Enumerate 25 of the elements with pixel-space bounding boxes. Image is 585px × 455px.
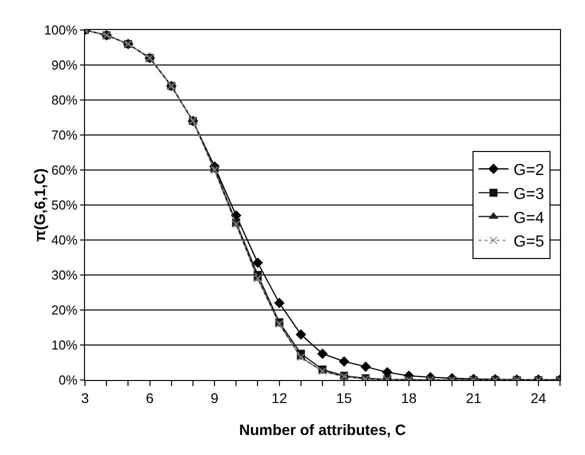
y-tick-label: 50% — [51, 198, 78, 213]
x-tick-label: 9 — [210, 390, 219, 406]
y-tick-label: 20% — [51, 302, 78, 318]
y-axis-title: π(G,6,1,C) — [32, 168, 49, 242]
x-axis-title: Number of attributes, C — [239, 422, 406, 439]
y-tick-label: 0% — [58, 372, 78, 388]
x-tick-label: 21 — [466, 390, 482, 406]
y-tick-label: 60% — [51, 162, 78, 178]
legend-label: G=5 — [514, 234, 544, 251]
y-tick-label: 90% — [51, 58, 78, 73]
legend-label: G=4 — [514, 210, 544, 227]
y-tick-label: 10% — [51, 338, 78, 353]
x-tick-label: 12 — [272, 390, 288, 406]
y-tick-label: 80% — [51, 92, 78, 108]
x-tick-label: 6 — [146, 390, 154, 406]
y-tick-label: 30% — [51, 268, 78, 283]
x-tick-label: 24 — [530, 390, 546, 406]
x-tick-label: 18 — [401, 390, 417, 406]
x-tick-label: 3 — [81, 390, 90, 406]
y-tick-label: 40% — [51, 232, 78, 248]
x-tick-label: 15 — [336, 390, 352, 406]
y-tick-label: 70% — [51, 128, 78, 143]
legend-label: G=3 — [514, 186, 544, 203]
legend-label: G=2 — [514, 162, 544, 180]
y-tick-label: 100% — [44, 22, 78, 38]
